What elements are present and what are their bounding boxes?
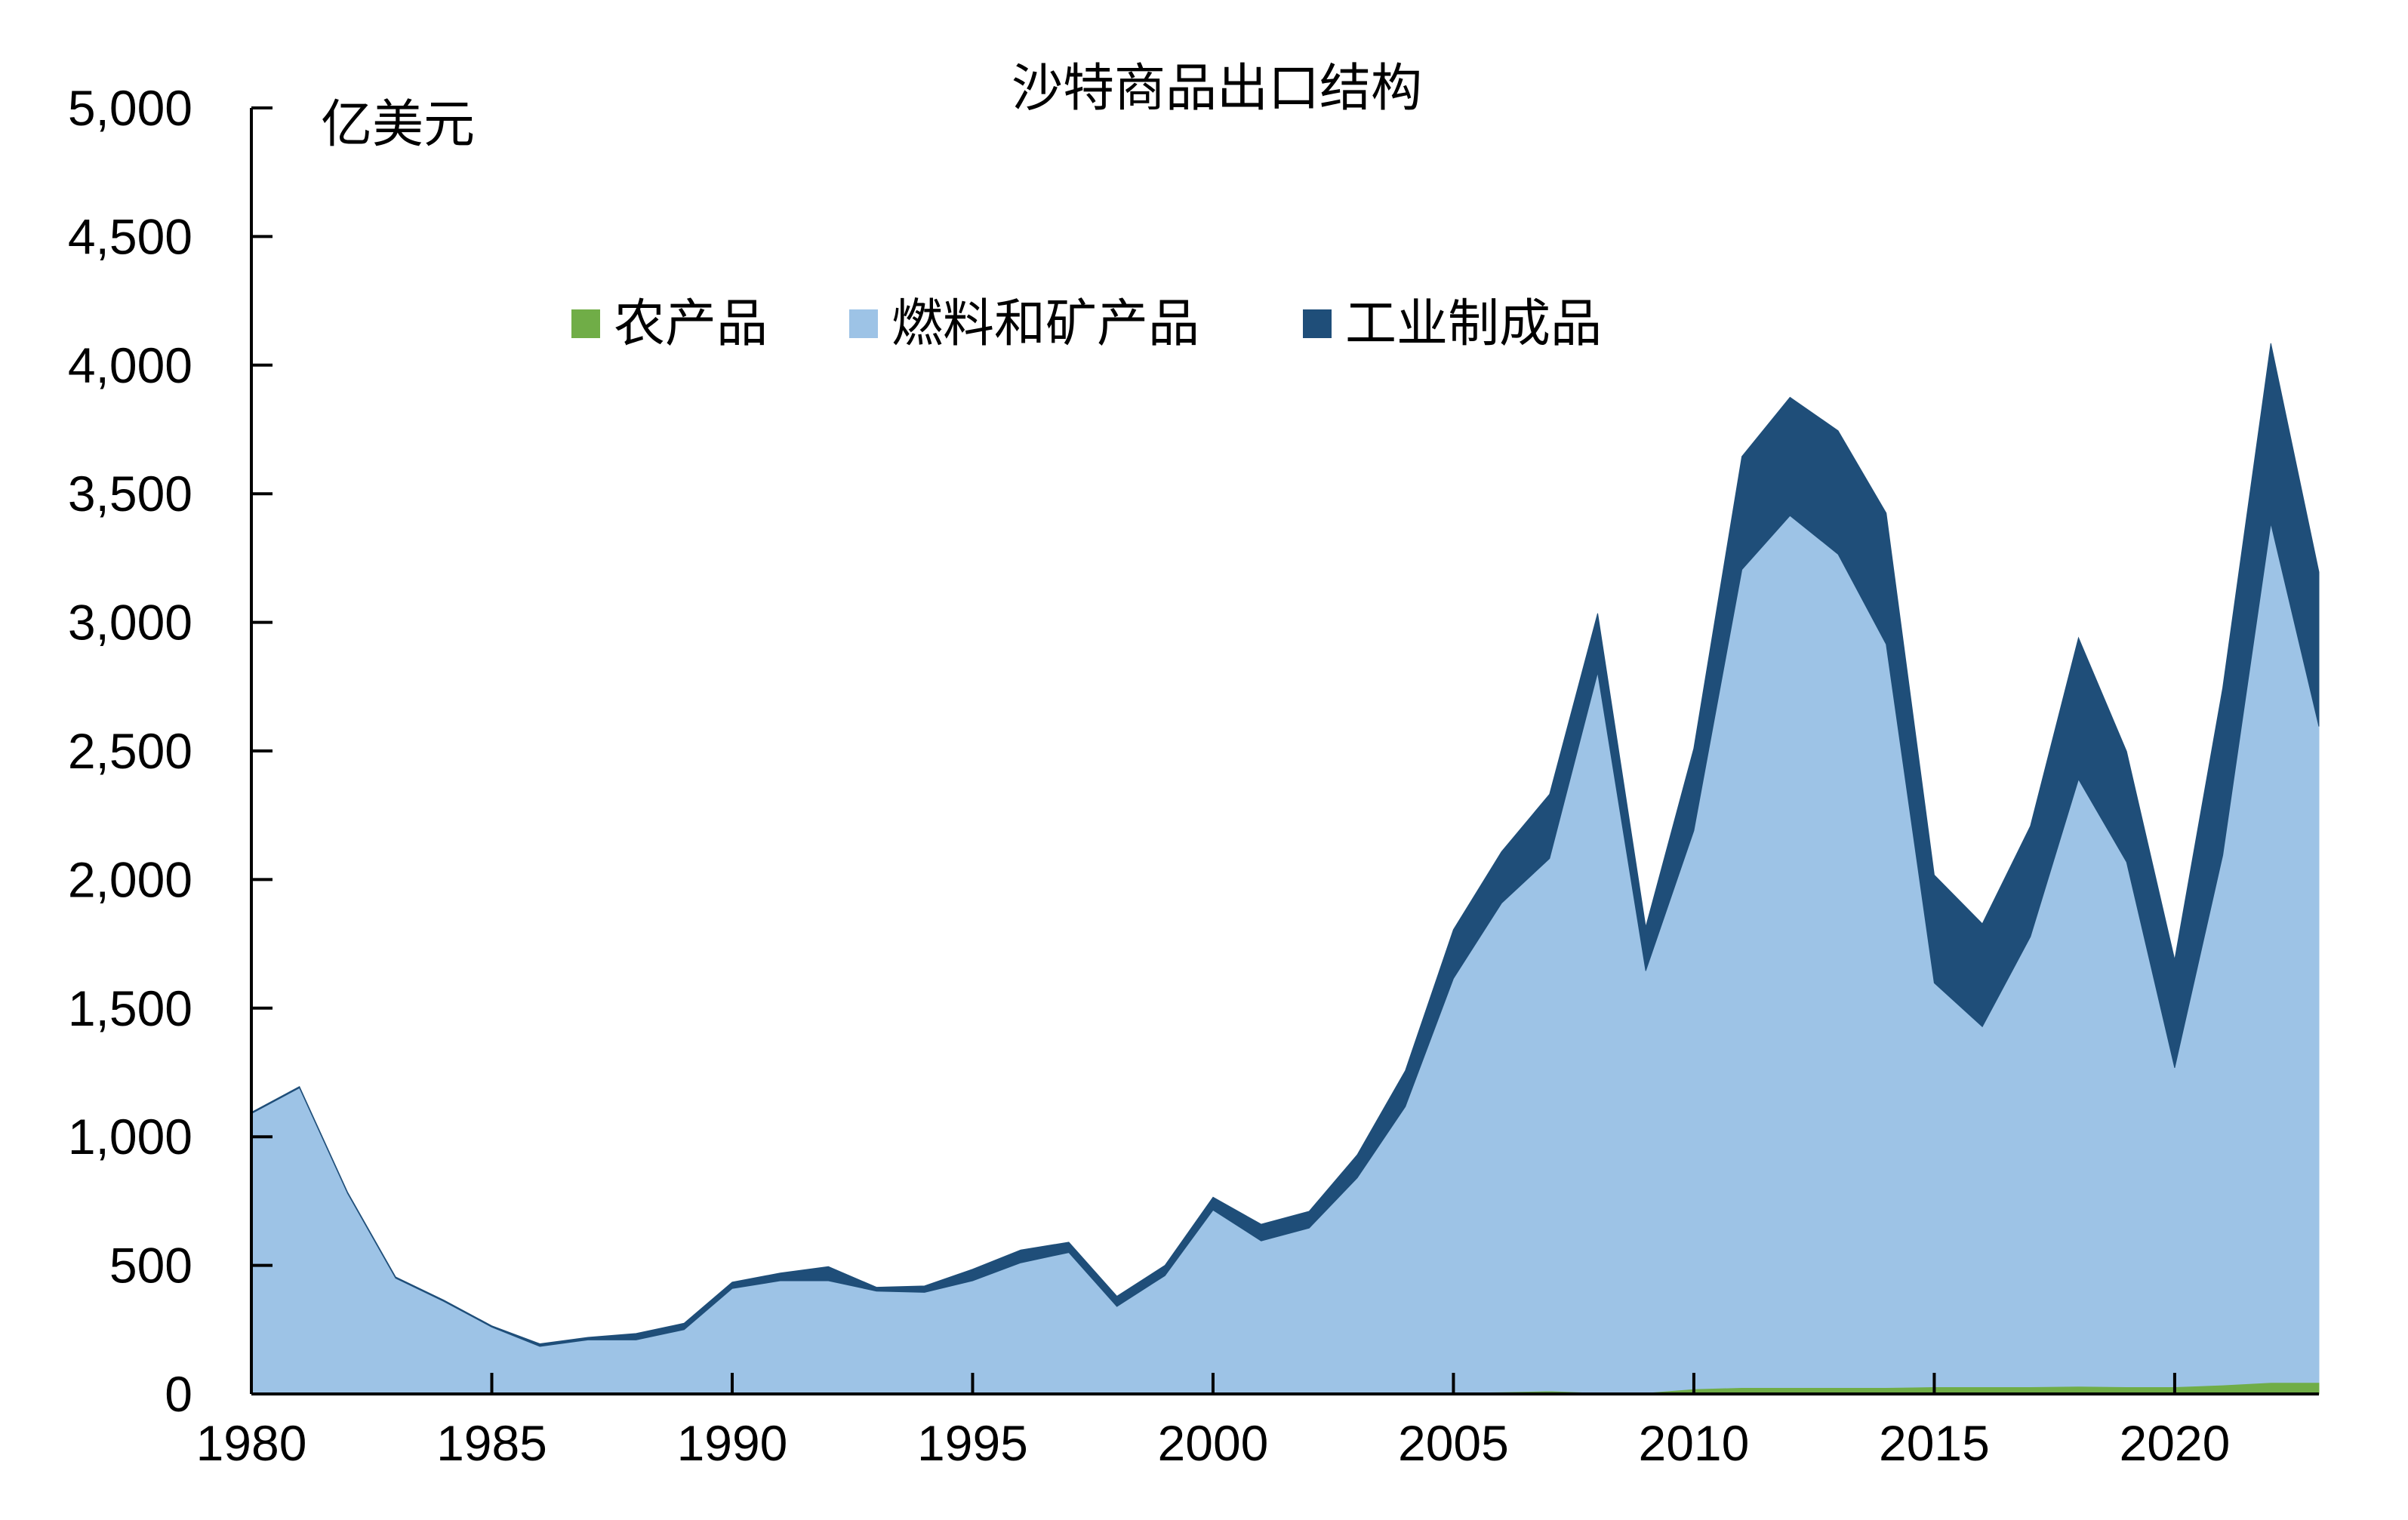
legend-label-manufactures: 工业制成品 bbox=[1345, 295, 1602, 352]
axes-layer bbox=[250, 106, 2319, 1395]
x-tick-label: 2010 bbox=[1639, 1415, 1750, 1471]
y-axis-unit-label: 亿美元 bbox=[321, 96, 475, 153]
x-tick-label: 2015 bbox=[1879, 1415, 1990, 1471]
y-tick-label: 4,500 bbox=[68, 208, 192, 264]
legend-label-fuels-minerals: 燃料和矿产品 bbox=[891, 295, 1199, 352]
y-tick-label: 4,000 bbox=[68, 337, 192, 393]
chart-title: 沙特商品出口结构 bbox=[1012, 60, 1422, 117]
y-tick-label: 5,000 bbox=[68, 80, 192, 136]
x-tick-label: 2000 bbox=[1158, 1415, 1269, 1471]
y-tick-label: 0 bbox=[165, 1366, 192, 1422]
x-tick-label: 1995 bbox=[917, 1415, 1028, 1471]
legend: 农产品 燃料和矿产品 工业制成品 bbox=[571, 295, 1602, 352]
x-tick-label: 1980 bbox=[196, 1415, 307, 1471]
area-manufactures bbox=[251, 343, 2320, 1347]
y-tick-label: 1,500 bbox=[68, 980, 192, 1036]
legend-swatch-manufactures bbox=[1303, 309, 1332, 338]
areas-layer bbox=[251, 343, 2320, 1395]
tick-labels-layer: 0 500 1,000 1,500 2,000 2,500 3,000 3,500 4,000 4… bbox=[68, 80, 2230, 1471]
x-tick-label: 1985 bbox=[436, 1415, 547, 1471]
y-tick-label: 1,000 bbox=[68, 1109, 192, 1165]
legend-label-agricultural: 农产品 bbox=[614, 295, 768, 352]
legend-swatch-fuels-minerals bbox=[849, 309, 878, 338]
y-tick-label: 3,500 bbox=[68, 466, 192, 522]
y-tick-label: 2,500 bbox=[68, 723, 192, 779]
legend-swatch-agricultural bbox=[571, 309, 600, 338]
x-tick-label: 1990 bbox=[677, 1415, 788, 1471]
x-tick-label: 2005 bbox=[1398, 1415, 1509, 1471]
x-tick-label: 2020 bbox=[2119, 1415, 2230, 1471]
y-tick-label: 3,000 bbox=[68, 595, 192, 651]
y-tick-label: 500 bbox=[109, 1238, 192, 1294]
y-tick-label: 2,000 bbox=[68, 851, 192, 907]
